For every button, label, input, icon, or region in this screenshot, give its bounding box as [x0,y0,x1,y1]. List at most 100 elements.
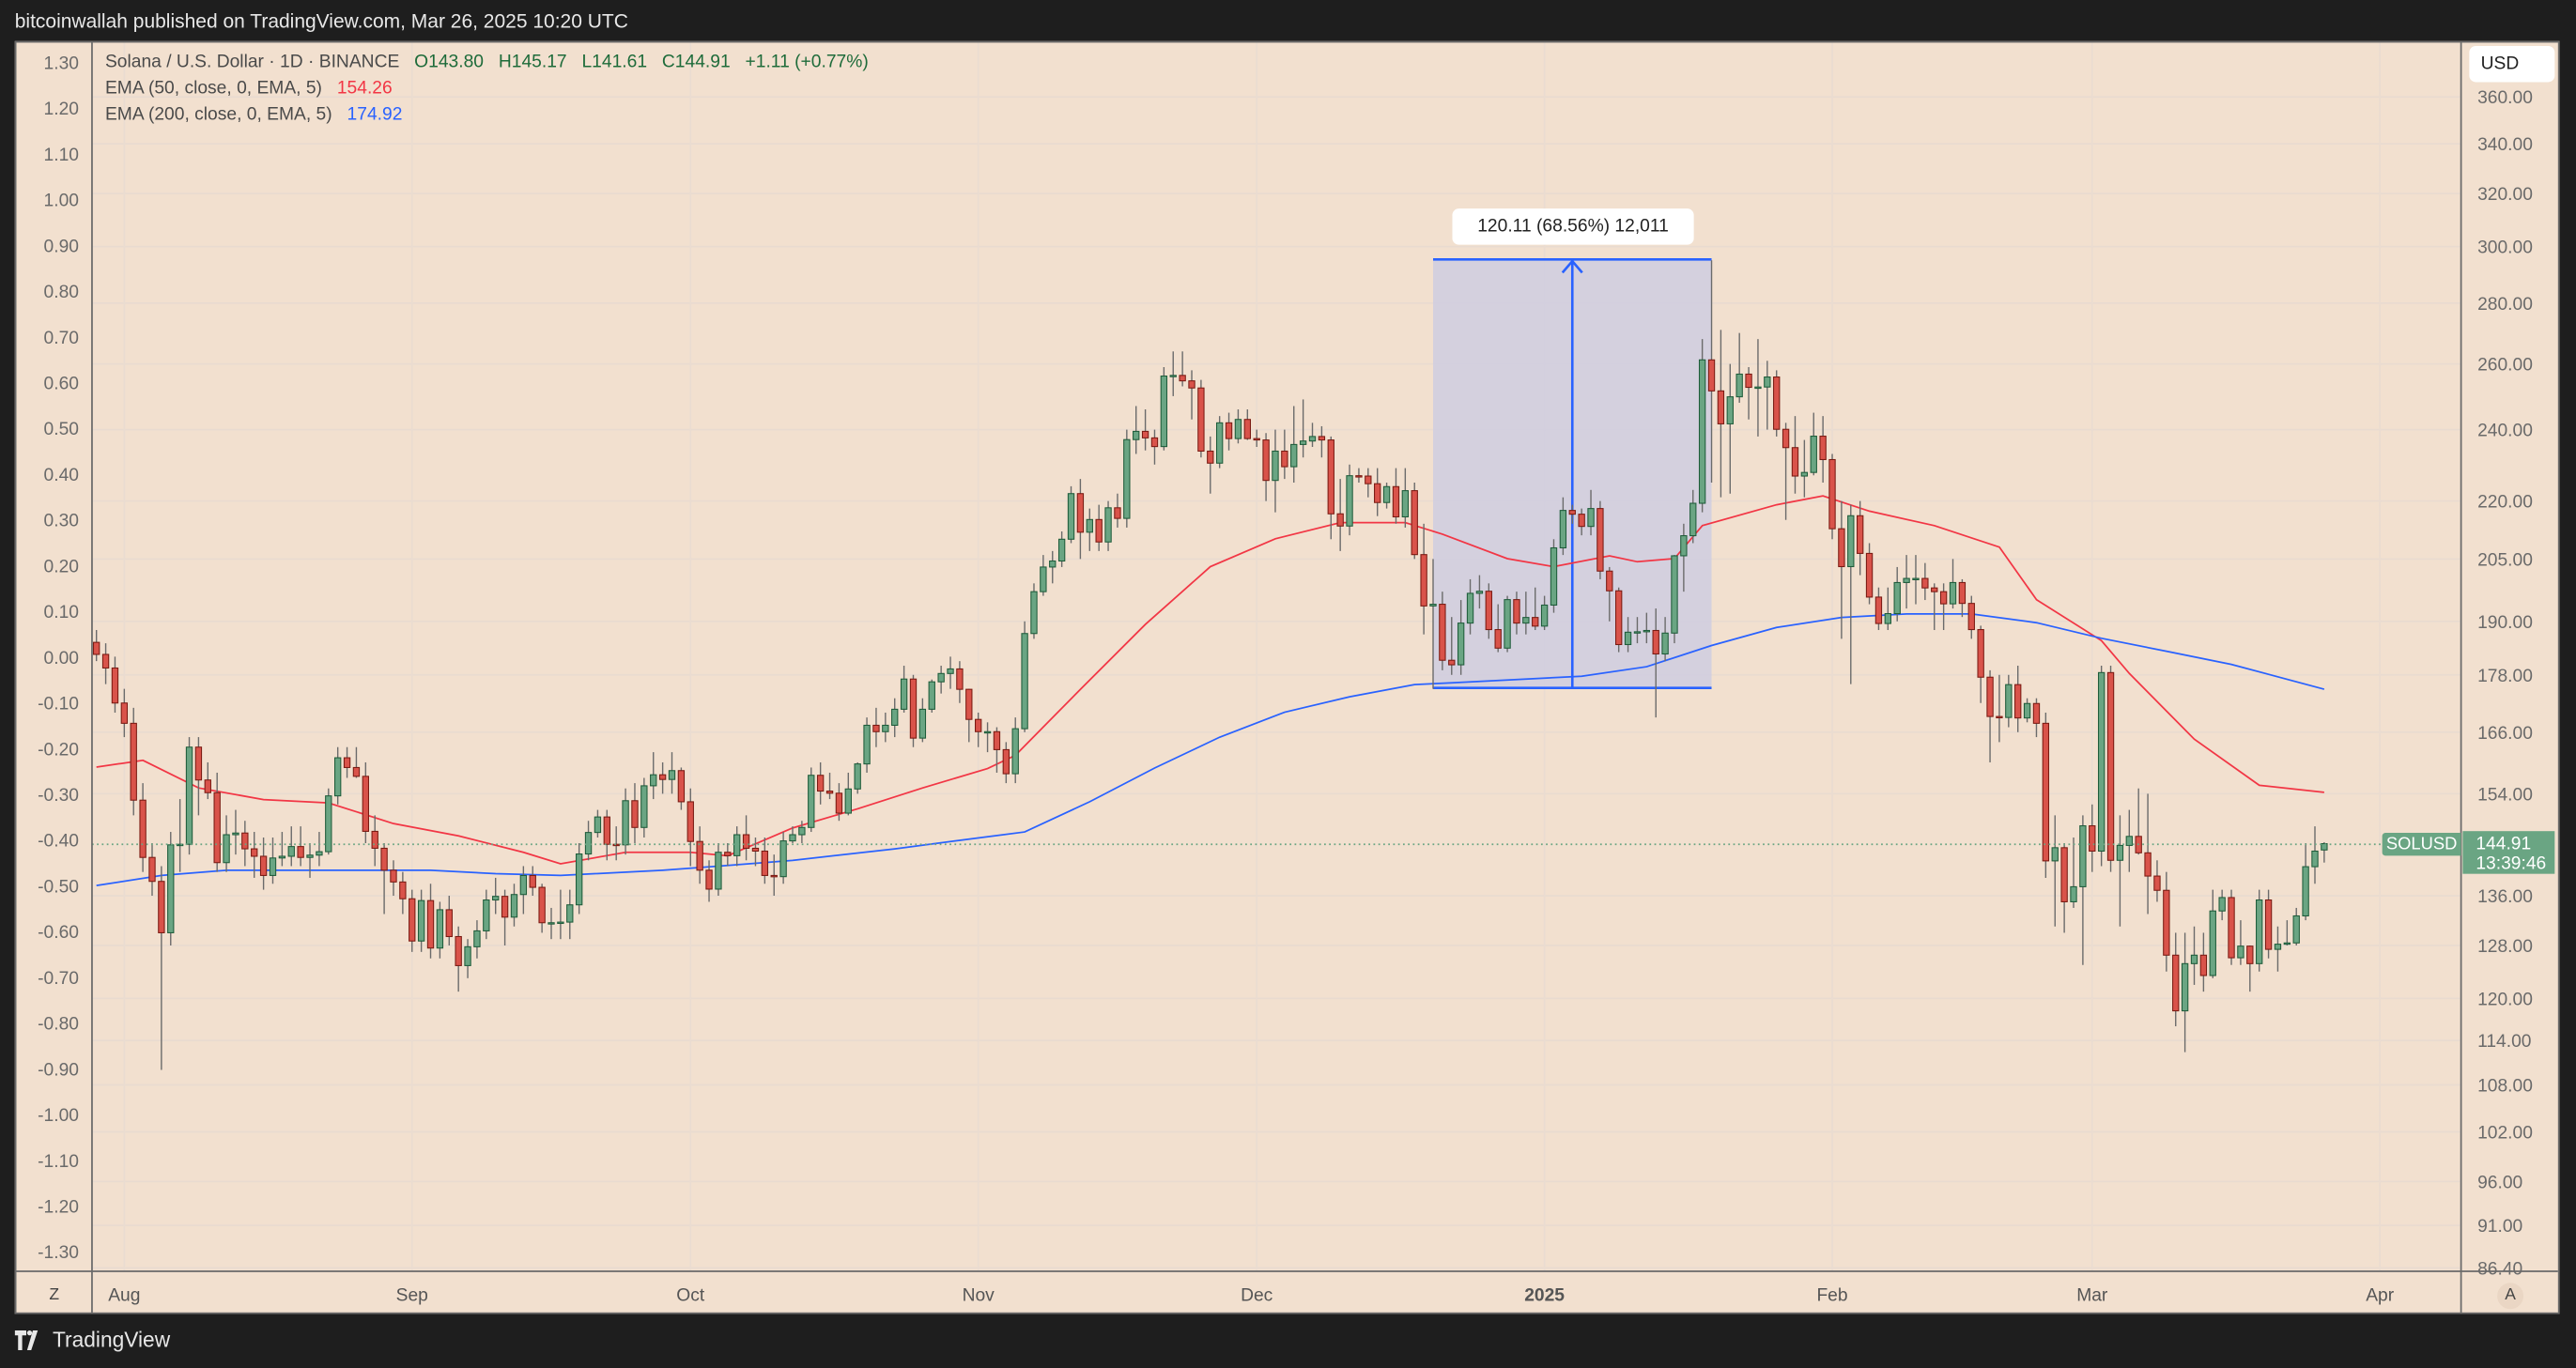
candle [120,688,129,738]
price-tick-label: 205.00 [2477,550,2533,570]
candle [1587,489,1595,536]
candle [1030,583,1038,639]
footer-brand[interactable]: TradingView [14,1328,170,1352]
candle [316,832,323,867]
candle-body-down [2246,945,2254,964]
ohlc-change: +1.11 (+0.77%) [745,52,869,72]
candle [2190,926,2198,985]
candle-body-down [101,653,110,669]
publisher-line: bitcoinwallah published on TradingView.c… [14,9,628,33]
candle [761,837,769,884]
candle-body-down [761,850,769,876]
candle [409,889,416,952]
candle-body-down [1939,591,1948,605]
symbol-title[interactable]: Solana / U.S. Dollar · 1D · BINANCE [104,52,400,72]
candle [1336,479,1344,551]
candle-body-down [658,774,667,780]
candle [715,843,722,897]
candle [204,761,211,800]
candle [259,837,268,890]
candle-body-down [1318,436,1326,441]
candle-body-down [1420,554,1427,607]
price-tick-label: 128.00 [2477,937,2533,957]
candle-body-down [677,770,686,803]
legend-ema200-row[interactable]: EMA (200, close, 0, EMA, 5) 174.92 [105,105,412,125]
candle [1374,468,1381,516]
candle-body-up [2256,899,2263,964]
candle-body-down [93,641,100,655]
candle [436,901,444,959]
candle [1884,587,1891,631]
candle-body-down [2042,722,2050,862]
candle [1169,351,1177,396]
candle [1903,555,1910,609]
candle-body-down [1411,490,1418,556]
legend-ema50-row[interactable]: EMA (50, close, 0, EMA, 5) 154.26 [105,79,402,99]
candle [2051,815,2059,927]
auto-scale-button[interactable]: A [2497,1283,2524,1310]
candle-body-down [1568,510,1576,515]
scale-z-button[interactable]: Z [49,1285,60,1305]
candle-body-down [445,909,453,938]
candle-body-up [306,854,314,858]
right-price-axis[interactable]: 360.00 340.00 320.00 300.00 280.00 260.00 240.… [2477,88,2533,1279]
candle-body-down [148,856,156,883]
candle-body-up [808,775,815,828]
candle [1977,625,1984,703]
candle [2079,815,2087,965]
candle-body-up [622,800,629,846]
candle-body-up [1633,631,1642,634]
candle-body-down [501,896,509,918]
candle-body-up [1401,490,1410,518]
candle-body-up [510,894,518,918]
time-axis[interactable]: Aug Sep Oct Nov Dec 2025 Feb Mar Apr [108,1286,2395,1306]
left-tick-label: -0.50 [38,877,79,897]
candle [882,712,889,743]
candle-body-up [464,945,471,966]
candle-body-down [1281,450,1288,468]
candle-body-down [1874,596,1883,624]
candle [473,920,481,959]
left-tick-label: 0.00 [44,649,79,669]
candle-body-down [1494,629,1502,649]
symbol-tag: SOLUSD [2382,832,2461,856]
candle [1671,555,1678,644]
price-range-measurement[interactable] [1433,258,1712,690]
candle [1299,399,1307,458]
candle-body-down [251,848,258,857]
currency-button[interactable]: USD [2469,45,2555,83]
candle [93,630,100,662]
time-tick-label: Dec [1241,1286,1273,1306]
candle-body-down [1615,590,1623,646]
candle-body-down [1485,591,1492,631]
candle-body-up [947,668,954,674]
left-axis[interactable]: 1.30 1.20 1.10 1.00 0.90 0.80 0.70 0.60 0.50 0.40… [38,54,79,1263]
candle [1893,566,1901,622]
candle-body-up [167,844,175,933]
candle [148,843,156,897]
candle [399,871,407,915]
candle [947,656,954,689]
candle [2144,793,2152,915]
candle [2256,889,2263,972]
candle-body-up [278,855,286,859]
candle [1782,423,1790,520]
candle [724,843,732,867]
candle [1133,406,1140,454]
candle-body-up [1429,604,1437,607]
bar-countdown: 13:39:46 [2476,853,2547,874]
candle [1550,539,1558,613]
candle [798,821,806,844]
candle-body-up [650,774,657,787]
price-tick-label: 220.00 [2477,493,2533,513]
candle [362,761,370,844]
candle [1475,575,1484,609]
candle-body-down [1532,617,1539,627]
candle-body-up [1021,633,1028,730]
left-tick-label: -1.30 [38,1243,79,1263]
candle-body-down [380,847,388,871]
candle [1532,587,1539,631]
candle [1939,583,1948,631]
candle-body-up [2218,897,2226,912]
